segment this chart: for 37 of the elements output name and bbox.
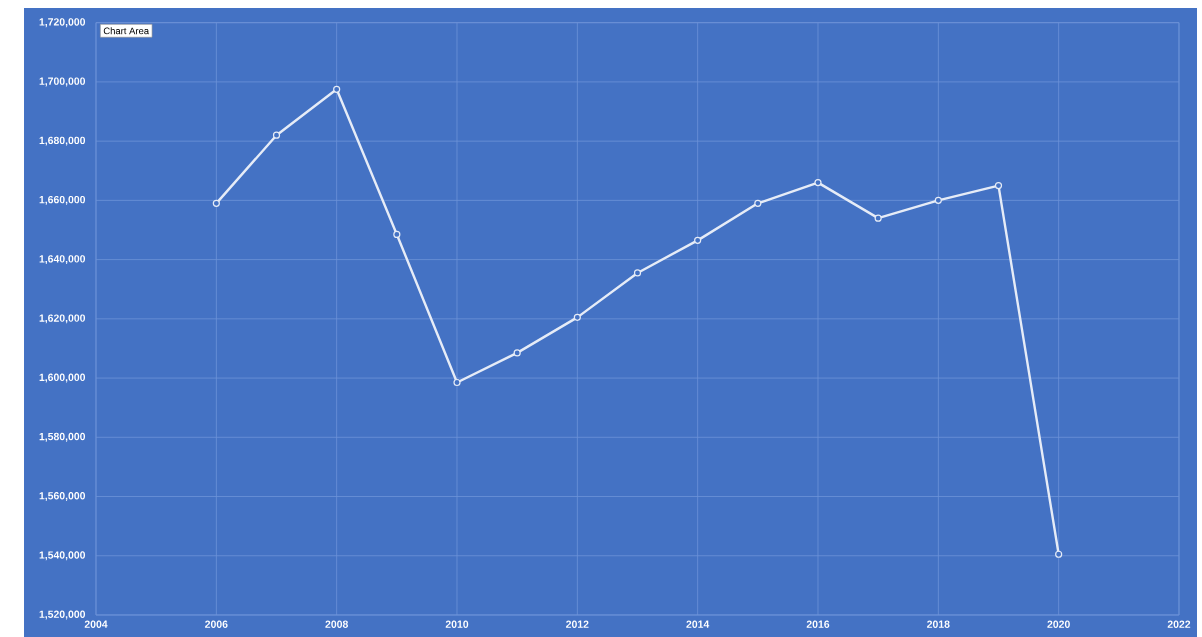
point (994, 181, 1003, 190)
point (212, 199, 220, 207)
y-tick-label: 1,520,000 (39, 610, 86, 620)
point (393, 230, 401, 239)
point (754, 199, 762, 207)
y-tick-label: 1,600,000 (39, 373, 86, 383)
point (633, 269, 642, 277)
y-tick-label: 1,580,000 (39, 432, 86, 442)
point (333, 85, 341, 93)
y-tick-label: 1,720,000 (39, 18, 86, 28)
y-tick-label: 1,620,000 (39, 314, 86, 324)
x-tick-label: 2020 (1047, 620, 1070, 628)
x-tick-label: 2004 (84, 620, 108, 628)
x-tick-label: 2016 (806, 620, 830, 628)
x-tick-label: 2006 (205, 620, 228, 628)
point (934, 196, 942, 204)
y-tick-label: 1,660,000 (39, 195, 86, 205)
x-tick-label: 2010 (445, 620, 469, 628)
y-tick-label: 1,680,000 (39, 136, 86, 146)
point (573, 313, 581, 321)
point (513, 349, 521, 357)
x-tick-label: 2014 (686, 620, 710, 628)
x-tick-label: 2018 (927, 620, 950, 628)
annotation: Chart Area (103, 27, 150, 35)
point (874, 214, 882, 222)
y-tick-label: 1,560,000 (39, 492, 86, 501)
y-tick-label: 1,700,000 (39, 77, 86, 87)
x-tick-label: 2008 (325, 620, 348, 628)
point (272, 131, 281, 139)
point (814, 179, 822, 187)
y-tick-label: 1,640,000 (39, 255, 86, 265)
point (694, 236, 702, 244)
point (453, 378, 461, 387)
y-tick-label: 1,540,000 (39, 551, 86, 561)
point (1055, 550, 1063, 558)
x-tick-label: 2012 (566, 620, 589, 628)
x-tick-label: 2022 (1167, 620, 1191, 628)
